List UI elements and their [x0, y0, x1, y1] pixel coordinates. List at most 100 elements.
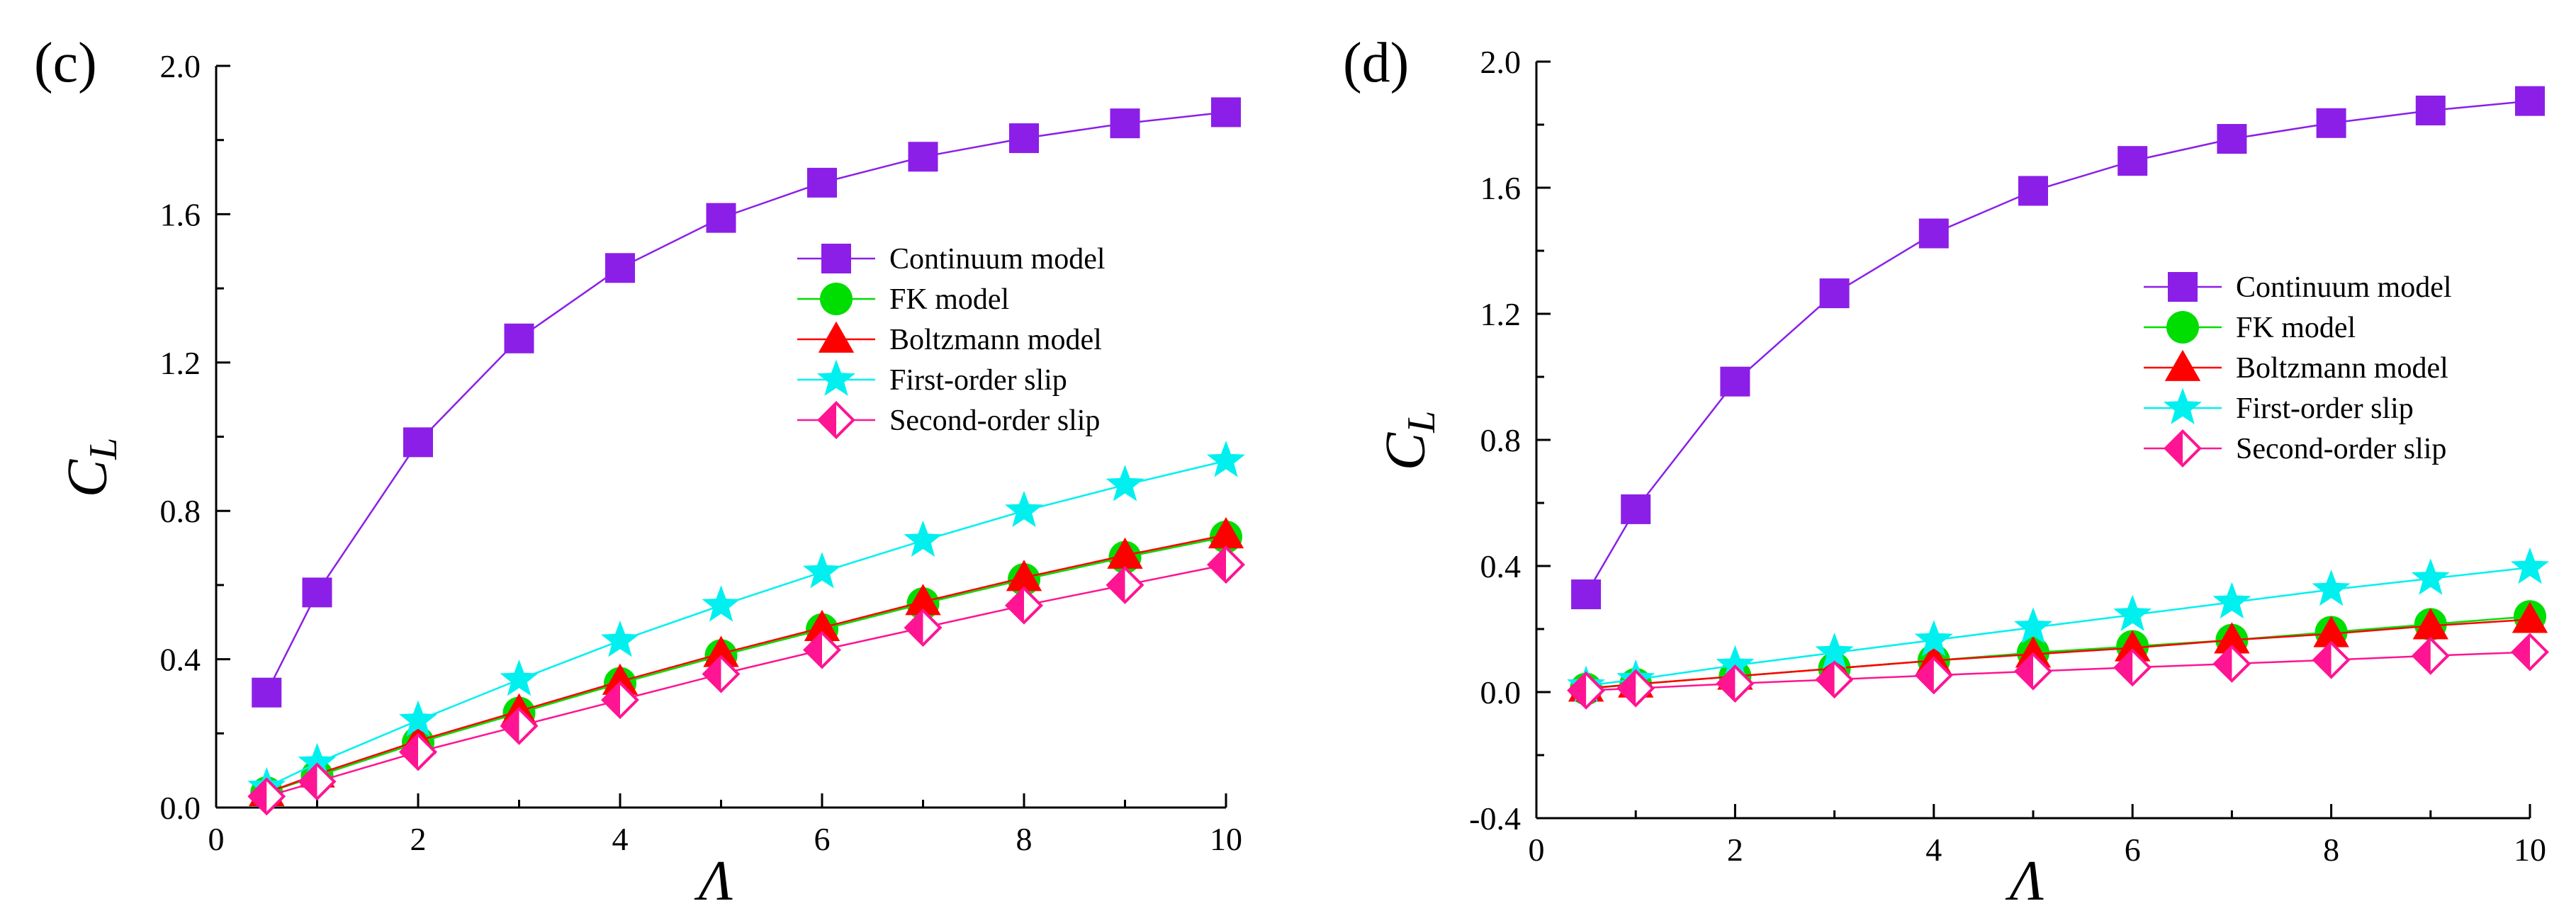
legend-marker — [821, 244, 851, 273]
series-boltzmann — [249, 517, 1244, 806]
data-point — [2014, 607, 2052, 644]
y-tick-label: 0.8 — [1480, 422, 1522, 458]
y-axis-title: CL — [57, 438, 125, 498]
data-point — [1107, 537, 1143, 569]
legend-label: First-order slip — [2236, 392, 2414, 425]
data-point — [605, 253, 635, 283]
legend: Continuum model FK model Boltzmann model Fi… — [797, 243, 1106, 439]
legend-label: Second-order slip — [2236, 433, 2446, 465]
y-tick-label: 0.8 — [160, 493, 201, 529]
data-point — [702, 585, 741, 622]
x-tick-label: 4 — [1925, 832, 1942, 868]
data-point — [2015, 636, 2052, 668]
data-point — [1006, 560, 1042, 591]
legend-item: First-order slip — [797, 359, 1067, 397]
data-point — [1567, 671, 1606, 710]
panel-label: (d) — [1343, 32, 1409, 94]
data-point — [1914, 620, 1953, 657]
data-point — [2115, 630, 2151, 662]
data-point — [601, 621, 639, 657]
data-point — [706, 203, 736, 233]
series-continuum — [252, 97, 1241, 708]
data-point — [905, 584, 941, 616]
y-tick-label: 1.2 — [160, 345, 201, 381]
data-point — [2412, 608, 2448, 640]
data-point — [399, 732, 437, 771]
data-point — [2113, 594, 2152, 631]
legend-label: Continuum model — [2236, 271, 2452, 304]
data-point — [252, 677, 282, 708]
data-point — [1571, 579, 1602, 610]
y-tick-label: 0.4 — [1480, 548, 1522, 584]
x-tick-label: 8 — [2323, 832, 2339, 868]
legend-item: FK model — [2144, 311, 2356, 344]
data-point — [2018, 176, 2048, 206]
data-point — [504, 323, 534, 353]
data-point — [1621, 494, 1651, 524]
data-point — [1207, 545, 1245, 584]
legend-marker — [2166, 311, 2199, 344]
legend-item: Second-order slip — [2144, 429, 2446, 468]
y-tick-label: 1.2 — [1480, 296, 1522, 332]
data-point — [2411, 558, 2450, 595]
legend-item: FK model — [797, 283, 1009, 316]
y-tick-label: -0.4 — [1469, 800, 1521, 837]
x-tick-label: 2 — [410, 821, 427, 857]
data-point — [247, 777, 286, 816]
data-point — [1207, 441, 1245, 477]
y-tick-label: 1.6 — [1480, 170, 1522, 206]
data-point — [1716, 645, 1755, 682]
legend-label: FK model — [2236, 312, 2356, 344]
data-point — [1211, 97, 1241, 128]
legend-label: FK model — [889, 283, 1009, 316]
data-point — [2415, 95, 2446, 125]
legend-marker — [2164, 349, 2201, 381]
y-axis-title-subscript: L — [81, 438, 125, 460]
data-point — [602, 663, 639, 695]
data-point — [1106, 465, 1144, 502]
data-point — [1616, 669, 1655, 708]
series-continuum — [1571, 86, 2545, 610]
legend-marker — [818, 321, 855, 353]
legend-label: First-order slip — [889, 364, 1067, 397]
x-tick-label: 6 — [814, 821, 831, 857]
x-axis-title: Λ — [2005, 850, 2044, 912]
data-point — [908, 142, 938, 172]
y-tick-label: 1.6 — [160, 196, 201, 232]
data-point — [1914, 656, 1953, 695]
series-line — [1585, 100, 2531, 595]
series-second_order — [247, 545, 1245, 816]
y-tick-label: 0.4 — [160, 642, 201, 678]
data-point — [1819, 278, 1850, 309]
data-point — [1815, 633, 1854, 669]
data-point — [1009, 123, 1039, 154]
data-point — [500, 659, 539, 696]
series-second_order — [1567, 633, 2549, 710]
x-tick-label: 2 — [1727, 832, 1743, 868]
x-tick-label: 0 — [208, 821, 225, 857]
data-point — [1208, 517, 1244, 549]
data-point — [2411, 636, 2450, 675]
legend: Continuum model FK model Boltzmann model Fi… — [2144, 271, 2452, 468]
x-tick-label: 6 — [2125, 832, 2141, 868]
data-point — [1720, 366, 1750, 397]
data-point — [298, 762, 337, 801]
legend-item: Boltzmann model — [2144, 349, 2448, 385]
series-fk — [250, 520, 1242, 810]
data-point — [403, 427, 433, 458]
legend-item: First-order slip — [2144, 387, 2414, 425]
legend-marker — [817, 359, 855, 396]
legend-label: Continuum model — [889, 243, 1106, 276]
data-point — [2515, 86, 2545, 116]
y-axis-title-subscript: L — [1400, 411, 1444, 434]
data-point — [2511, 633, 2549, 672]
y-tick-label: 0.0 — [160, 790, 201, 826]
legend-item: Continuum model — [797, 243, 1106, 276]
legend-marker — [2164, 387, 2202, 424]
data-point — [302, 577, 332, 608]
legend-item: Second-order slip — [797, 401, 1100, 439]
y-tick-label: 2.0 — [160, 48, 201, 84]
data-point — [601, 681, 639, 720]
legend-marker — [2164, 429, 2202, 468]
